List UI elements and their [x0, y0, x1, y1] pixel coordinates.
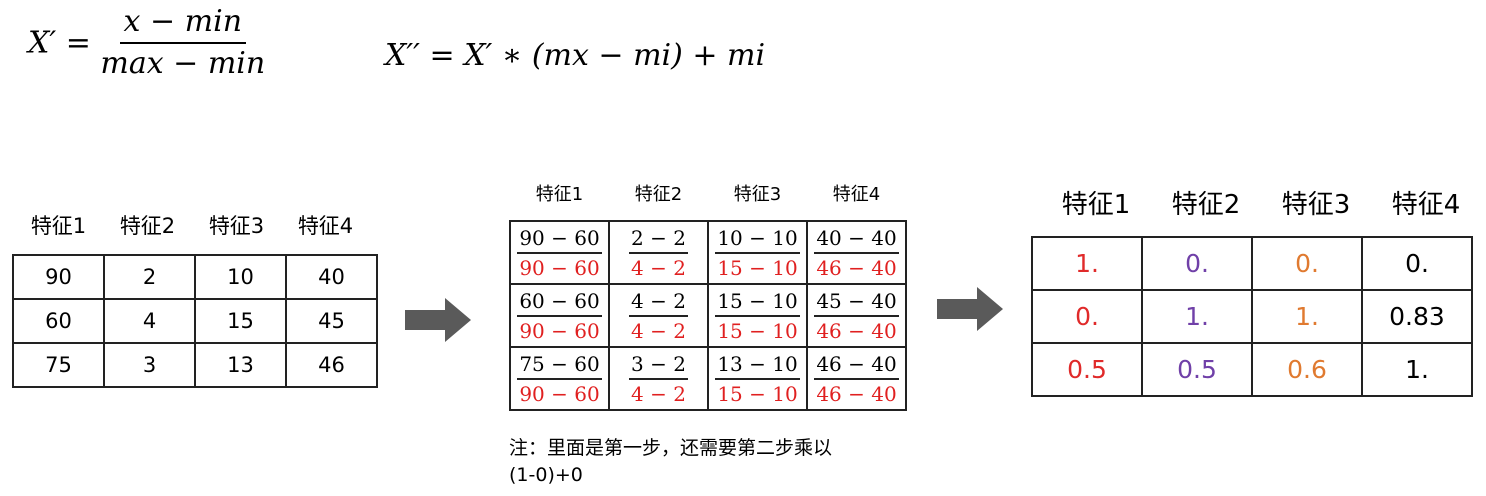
fraction-cell: 45 − 40 46 − 40 — [806, 283, 907, 348]
table-cell: 75 — [12, 342, 105, 388]
scale-formula: X′′ = X′ ∗ (mx − mi) + mi — [385, 38, 766, 73]
fraction-cell: 13 − 10 15 − 10 — [707, 346, 808, 411]
fraction-denominator: 4 − 2 — [631, 255, 686, 280]
table-row: 0. 1. 1. 0.83 — [1031, 289, 1473, 344]
fraction-cell: 75 − 60 90 − 60 — [509, 346, 610, 411]
table-row: 1. 0. 0. 0. — [1031, 236, 1473, 291]
result-table: 1. 0. 0. 0. 0. 1. 1. 0.83 0.5 0.5 0.6 1. — [1031, 236, 1473, 397]
original-table-headers: 特征1 特征2 特征3 特征4 — [14, 210, 370, 240]
fraction-numerator: 13 − 10 — [715, 350, 800, 380]
fraction-denominator: 46 − 40 — [816, 255, 897, 280]
column-header: 特征4 — [297, 214, 354, 238]
table-cell: 0. — [1141, 236, 1253, 291]
table-cell: 90 — [12, 254, 105, 300]
fraction-numerator: 45 − 40 — [814, 287, 899, 317]
step-table-headers: 特征1 特征2 特征3 特征4 — [510, 180, 906, 206]
column-header: 特征1 — [1061, 190, 1131, 220]
fraction-numerator: 15 − 10 — [715, 287, 800, 317]
fraction-cell: 60 − 60 90 − 60 — [509, 283, 610, 348]
table-row: 0.5 0.5 0.6 1. — [1031, 342, 1473, 397]
fraction-denominator: 46 − 40 — [816, 381, 897, 406]
fraction-numerator: 10 − 10 — [715, 224, 800, 254]
fraction-cell: 46 − 40 46 − 40 — [806, 346, 907, 411]
result-table-headers: 特征1 特征2 特征3 特征4 — [1041, 184, 1481, 221]
table-cell: 0.6 — [1251, 342, 1363, 397]
fraction-numerator: 2 − 2 — [629, 224, 688, 254]
fraction-cell: 40 − 40 46 − 40 — [806, 220, 907, 285]
fraction-denominator: 46 − 40 — [816, 318, 897, 343]
fraction-cell: 15 − 10 15 − 10 — [707, 283, 808, 348]
fraction-denominator: 90 − 60 — [519, 255, 600, 280]
column-header: 特征1 — [30, 214, 87, 238]
table-cell: 46 — [285, 342, 378, 388]
formula-denominator: max − min — [100, 46, 266, 81]
column-header: 特征3 — [1281, 190, 1351, 220]
fraction-denominator: 4 − 2 — [631, 381, 686, 406]
column-header: 特征4 — [1391, 190, 1461, 220]
fraction-numerator: 3 − 2 — [629, 350, 688, 380]
fraction-numerator: 90 − 60 — [517, 224, 602, 254]
fraction-denominator: 90 − 60 — [519, 381, 600, 406]
note-line-2: (1-0)+0 — [509, 464, 583, 486]
fraction-numerator: 60 − 60 — [517, 287, 602, 317]
fraction-numerator: 4 − 2 — [629, 287, 688, 317]
column-header: 特征2 — [634, 184, 683, 205]
table-cell: 2 — [103, 254, 196, 300]
table-cell: 40 — [285, 254, 378, 300]
fraction-cell: 10 − 10 15 − 10 — [707, 220, 808, 285]
fraction-cell: 90 − 60 90 − 60 — [509, 220, 610, 285]
fraction-numerator: 75 − 60 — [517, 350, 602, 380]
table-cell: 3 — [103, 342, 196, 388]
formula-fraction: x − min max − min — [100, 2, 265, 84]
table-cell: 1. — [1361, 342, 1473, 397]
original-table: 90 2 10 40 60 4 15 45 75 3 13 46 — [12, 254, 378, 388]
fraction-denominator: 15 − 10 — [717, 255, 798, 280]
table-cell: 1. — [1141, 289, 1253, 344]
normalize-formula: X′ = x − min max − min — [28, 2, 265, 84]
table-cell: 0. — [1361, 236, 1473, 291]
formula-numerator: x − min — [119, 2, 247, 44]
fraction-denominator: 90 − 60 — [519, 318, 600, 343]
fraction-denominator: 15 − 10 — [717, 318, 798, 343]
fraction-numerator: 46 − 40 — [814, 350, 899, 380]
table-row: 90 2 10 40 — [12, 254, 378, 300]
fraction-denominator: 4 − 2 — [631, 318, 686, 343]
table-cell: 0.5 — [1031, 342, 1143, 397]
table-cell: 45 — [285, 298, 378, 344]
table-cell: 10 — [194, 254, 287, 300]
table-cell: 15 — [194, 298, 287, 344]
column-header: 特征2 — [119, 214, 176, 238]
table-cell: 4 — [103, 298, 196, 344]
column-header: 特征4 — [832, 184, 881, 205]
table-cell: 60 — [12, 298, 105, 344]
column-header: 特征1 — [535, 184, 584, 205]
fraction-denominator: 15 − 10 — [717, 381, 798, 406]
table-cell: 0. — [1251, 236, 1363, 291]
arrow-right-icon — [405, 298, 471, 342]
column-header: 特征3 — [208, 214, 265, 238]
table-cell: 0.83 — [1361, 289, 1473, 344]
arrow-right-icon — [937, 287, 1003, 331]
table-cell: 13 — [194, 342, 287, 388]
column-header: 特征3 — [733, 184, 782, 205]
note-line-1: 注：里面是第一步，还需要第二步乘以 — [509, 437, 833, 459]
table-cell: 1. — [1031, 236, 1143, 291]
table-cell: 1. — [1251, 289, 1363, 344]
formula-lhs: X′ = — [28, 25, 91, 61]
fraction-numerator: 40 − 40 — [814, 224, 899, 254]
column-header: 特征2 — [1171, 190, 1241, 220]
table-row: 60 4 15 45 — [12, 298, 378, 344]
table-row: 75 3 13 46 — [12, 342, 378, 388]
table-cell: 0. — [1031, 289, 1143, 344]
table-cell: 0.5 — [1141, 342, 1253, 397]
